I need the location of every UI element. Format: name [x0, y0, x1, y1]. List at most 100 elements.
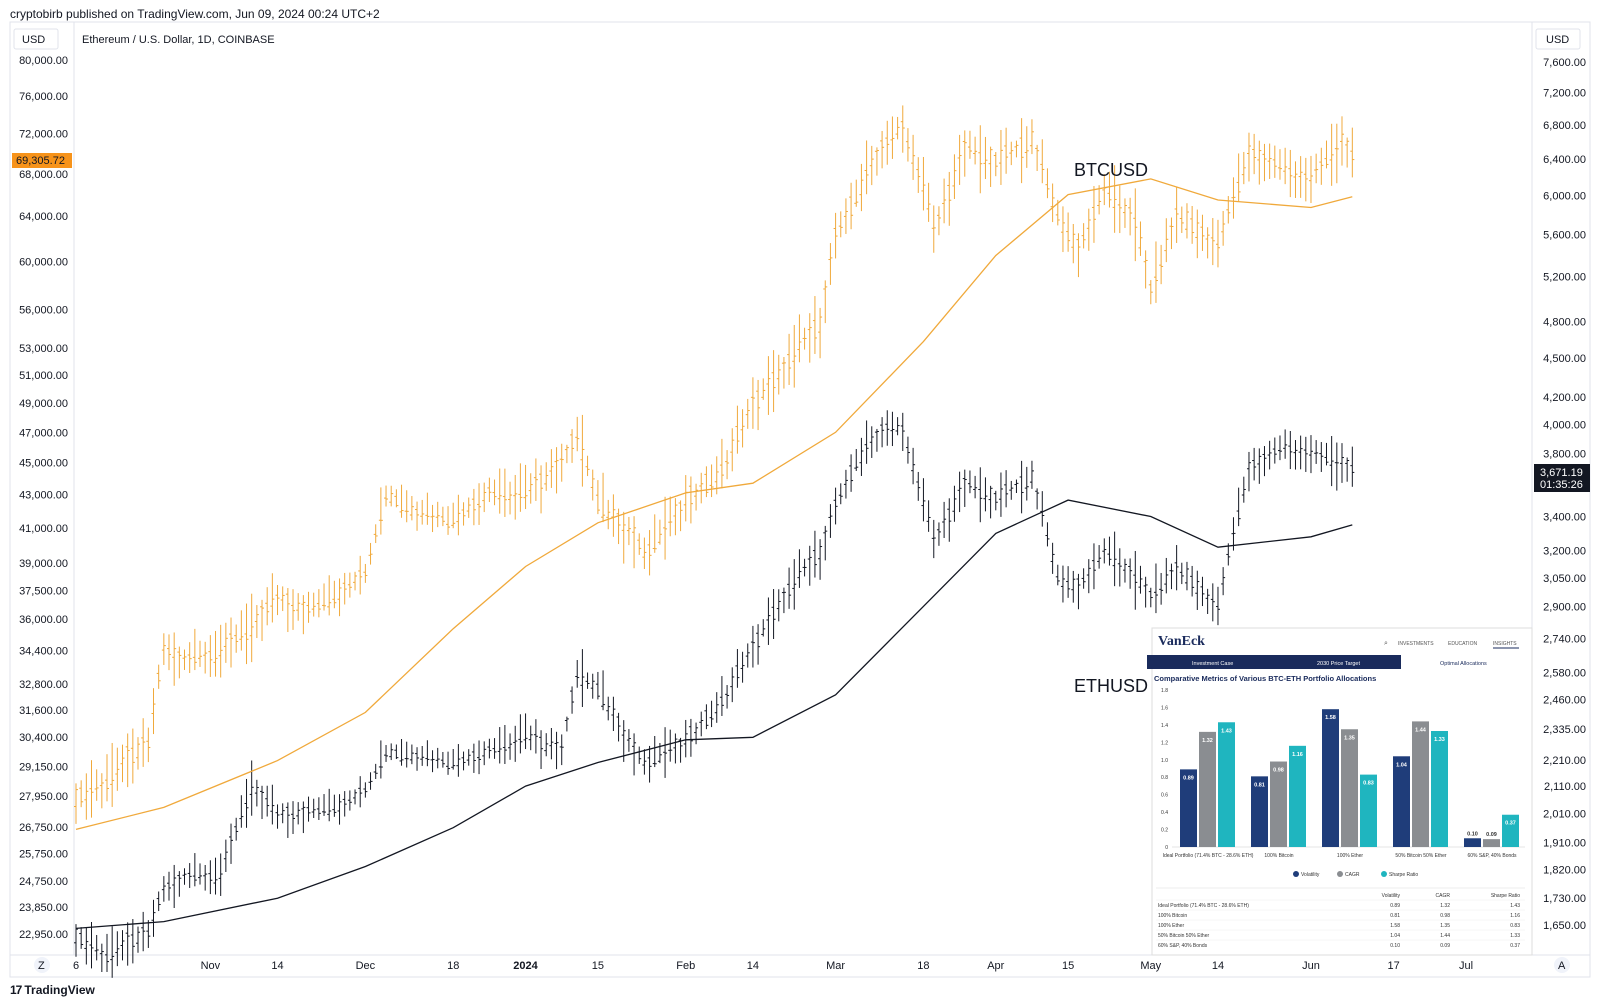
inset-bar-label: 1.58 [1325, 715, 1336, 721]
inset-nav-insights[interactable]: INSIGHTS [1493, 641, 1517, 647]
left-tick-label: 80,000.00 [19, 55, 68, 67]
left-tick-label: 34,400.00 [19, 646, 68, 658]
left-tick-label: 23,850.00 [19, 902, 68, 914]
inset-bar-label: 1.35 [1344, 735, 1355, 741]
left-tick-label: 29,150.00 [19, 762, 68, 774]
inset-table-header: CAGR [1436, 893, 1451, 899]
inset-legend-swatch [1293, 871, 1299, 877]
inset-bar-label: 1.44 [1415, 727, 1427, 733]
inset-y-tick-label: 0.2 [1161, 828, 1168, 834]
inset-table-cell: 0.81 [1390, 913, 1400, 919]
inset-bar-label: 1.16 [1292, 752, 1303, 758]
inset-bar [1483, 839, 1500, 847]
inset-legend-label: Sharpe Ratio [1389, 872, 1418, 878]
x-tick-label: 14 [1212, 960, 1224, 972]
inset-bar [1412, 721, 1429, 847]
btc-price-tag [12, 153, 72, 168]
inset-y-tick-label: 1.4 [1161, 723, 1168, 729]
inset-category-label: Ideal Portfolio (71.4% BTC - 28.6% ETH) [1163, 853, 1254, 859]
eth-price-tag [1534, 464, 1590, 492]
inset-bar [1270, 761, 1287, 847]
auto-scale-button[interactable] [1554, 957, 1570, 973]
right-tick-label: 2,335.00 [1543, 724, 1586, 736]
right-tick-label: 6,400.00 [1543, 154, 1586, 166]
inset-bar-label: 1.33 [1434, 737, 1445, 743]
right-tick-label: 7,200.00 [1543, 88, 1586, 100]
x-tick-label: 17 [1388, 960, 1400, 972]
inset-legend-label: CAGR [1345, 872, 1360, 878]
currency-right: USD [1546, 34, 1569, 46]
inset-tab-price-target[interactable]: 2030 Price Target [1317, 661, 1360, 667]
inset-bar-label: 1.43 [1221, 728, 1232, 734]
left-tick-label: 41,000.00 [19, 523, 68, 535]
inset-bar-label: 0.09 [1486, 832, 1497, 838]
inset-y-tick-label: 1.6 [1161, 705, 1168, 711]
inset-table-cell: 50% Bitcoin 50% Ether [1158, 933, 1209, 939]
inset-bar-label: 0.89 [1183, 775, 1194, 781]
currency-left: USD [22, 34, 45, 46]
inset-table: Volatility CAGR Sharpe Ratio Ideal Portfoli… [1156, 887, 1525, 949]
x-tick-label: Jul [1459, 960, 1473, 972]
right-control-label: A [1558, 960, 1566, 972]
right-tick-label: 1,730.00 [1543, 893, 1586, 905]
x-tick-label: Apr [987, 960, 1004, 972]
inset-nav-investments[interactable]: INVESTMENTS [1398, 641, 1434, 647]
right-tick-label: 4,000.00 [1543, 420, 1586, 432]
inset-category-label: 50% Bitcoin 50% Ether [1395, 853, 1446, 859]
inset-table-cell: 0.10 [1390, 943, 1400, 949]
inset-bar-label: 0.83 [1363, 781, 1374, 787]
inset-nav-education[interactable]: EDUCATION [1448, 641, 1477, 647]
inset-y-tick-label: 0.4 [1161, 810, 1168, 816]
inset-tab-investment-case[interactable]: Investment Case [1192, 661, 1233, 667]
inset-bar-label: 0.98 [1273, 768, 1284, 774]
inset-bar [1251, 776, 1268, 847]
right-tick-label: 1,820.00 [1543, 865, 1586, 877]
x-tick-label: Feb [676, 960, 695, 972]
inset-tab-bar [1147, 655, 1401, 669]
inset-y-tick-label: 0.6 [1161, 793, 1168, 799]
right-tick-label: 2,900.00 [1543, 601, 1586, 613]
inset-bars: 0.89 1.32 1.43 0.81 0.98 1.16 1.58 1.35 0.83 1.04… [1180, 709, 1519, 847]
inset-table-header: Volatility [1382, 893, 1401, 899]
inset-table-cell: 100% Bitcoin [1158, 913, 1187, 919]
inset-bar-label: 0.81 [1254, 782, 1265, 788]
x-tick-label: 2024 [513, 960, 538, 972]
inset-category-label: 60% S&P, 40% Bonds [1467, 853, 1517, 859]
left-tick-label: 39,000.00 [19, 558, 68, 570]
right-tick-label: 5,600.00 [1543, 230, 1586, 242]
inset-table-cell: 0.09 [1440, 943, 1450, 949]
eth-price-tag-text: 3,671.19 [1540, 467, 1583, 479]
timezone-button[interactable] [34, 957, 50, 973]
inset-bar [1393, 756, 1410, 847]
inset-table-cell: 0.37 [1510, 943, 1520, 949]
right-tick-label: 5,200.00 [1543, 271, 1586, 283]
inset-bar [1360, 774, 1377, 847]
x-tick-label: May [1140, 960, 1161, 972]
inset-categories: Ideal Portfolio (71.4% BTC - 28.6% ETH) 1… [1163, 853, 1517, 859]
right-tick-label: 3,400.00 [1543, 511, 1586, 523]
inset-bar [1180, 769, 1197, 847]
search-icon[interactable]: ⌕ [1384, 640, 1388, 647]
inset-tab-optimal-allocations[interactable]: Optimal Allocations [1440, 661, 1487, 667]
inset-table-cell: 0.83 [1510, 923, 1520, 929]
inset-table-cell: 0.98 [1440, 913, 1450, 919]
x-tick-label: 18 [447, 960, 459, 972]
inset-bar [1289, 745, 1306, 847]
left-control-label: Z [38, 960, 45, 972]
inset-table-cell: 1.35 [1440, 923, 1450, 929]
eth-countdown: 01:35:26 [1540, 479, 1583, 491]
currency-right-box[interactable] [1535, 28, 1581, 50]
chart-title: Ethereum / U.S. Dollar, 1D, COINBASE [82, 34, 275, 46]
right-tick-label: 3,800.00 [1543, 449, 1586, 461]
x-tick-label: 14 [747, 960, 759, 972]
inset-legend: Volatility CAGR Sharpe Ratio [1293, 871, 1418, 878]
left-tick-label: 64,000.00 [19, 211, 68, 223]
tradingview-logo[interactable]: 17 TradingView [10, 983, 95, 997]
left-tick-label: 72,000.00 [19, 129, 68, 141]
inset-chart-title: Comparative Metrics of Various BTC-ETH P… [1154, 674, 1376, 683]
inset-table-cell: Ideal Portfolio (71.4% BTC - 28.6% ETH) [1158, 903, 1249, 909]
btc-moving-average [75, 178, 1353, 831]
currency-left-box[interactable] [13, 28, 59, 50]
x-tick-label: 15 [1062, 960, 1074, 972]
inset-bar [1322, 709, 1339, 847]
